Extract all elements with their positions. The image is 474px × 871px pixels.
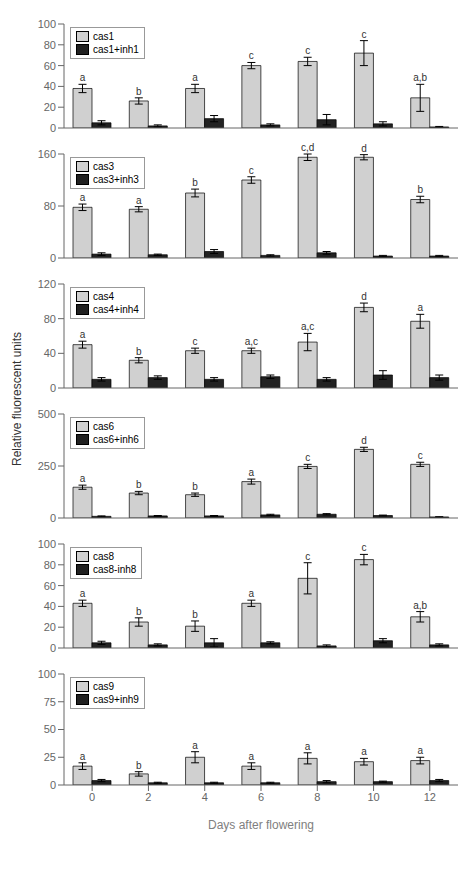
svg-text:160: 160 [38, 148, 56, 160]
svg-text:a: a [361, 746, 367, 757]
html-text:cas1+inh1: cas1+inh1 [93, 44, 139, 55]
svg-text:a,c: a,c [245, 336, 258, 347]
svg-text:b: b [136, 86, 142, 97]
svg-text:a: a [305, 741, 311, 752]
svg-text:2: 2 [145, 791, 151, 803]
svg-text:b: b [136, 479, 142, 490]
svg-text:a: a [80, 192, 86, 203]
html-text:cas9: cas9 [93, 681, 115, 692]
svg-text:c: c [249, 165, 254, 176]
svg-text:c: c [249, 50, 254, 61]
svg-text:40: 40 [44, 347, 56, 359]
svg-text:10: 10 [367, 791, 379, 803]
svg-text:0: 0 [50, 382, 56, 394]
svg-text:b: b [192, 481, 198, 492]
svg-text:0: 0 [50, 122, 56, 134]
html-text:cas8: cas8 [93, 551, 115, 562]
svg-text:20: 20 [44, 621, 56, 633]
html-text:cas3: cas3 [93, 161, 115, 172]
html-text:cas4+inh4: cas4+inh4 [93, 304, 139, 315]
svg-text:b: b [136, 606, 142, 617]
svg-text:c: c [305, 45, 310, 56]
svg-text:80: 80 [44, 39, 56, 51]
svg-text:c: c [361, 542, 366, 553]
svg-text:50: 50 [44, 723, 56, 735]
svg-text:d: d [361, 143, 367, 154]
svg-text:0: 0 [50, 512, 56, 524]
html-text:cas8-inh8: cas8-inh8 [93, 564, 137, 575]
svg-text:a: a [136, 195, 142, 206]
svg-text:500: 500 [38, 408, 56, 420]
svg-text:4: 4 [202, 791, 208, 803]
svg-text:a,c: a,c [301, 321, 314, 332]
svg-text:a: a [417, 745, 423, 756]
svg-text:a: a [249, 751, 255, 762]
svg-text:a,b: a,b [413, 72, 427, 83]
svg-text:b: b [192, 177, 198, 188]
svg-text:100: 100 [38, 668, 56, 680]
svg-text:d: d [361, 291, 367, 302]
svg-text:a: a [80, 473, 86, 484]
html-text:cas1: cas1 [93, 31, 115, 42]
svg-text:60: 60 [44, 60, 56, 72]
svg-text:80: 80 [44, 559, 56, 571]
svg-text:8: 8 [314, 791, 320, 803]
svg-text:100: 100 [38, 18, 56, 30]
svg-text:b: b [192, 609, 198, 620]
svg-text:12: 12 [424, 791, 436, 803]
svg-text:0: 0 [89, 791, 95, 803]
html-text:cas3+inh3: cas3+inh3 [93, 174, 139, 185]
html-text:cas6+inh6: cas6+inh6 [93, 434, 139, 445]
svg-text:25: 25 [44, 751, 56, 763]
svg-text:a: a [192, 72, 198, 83]
svg-text:a,b: a,b [413, 600, 427, 611]
svg-text:80: 80 [44, 200, 56, 212]
html-text:cas4: cas4 [93, 291, 115, 302]
html-text:cas6: cas6 [93, 421, 115, 432]
svg-text:a: a [80, 751, 86, 762]
svg-text:d: d [361, 435, 367, 446]
svg-text:60: 60 [44, 580, 56, 592]
svg-text:250: 250 [38, 460, 56, 472]
svg-text:6: 6 [258, 791, 264, 803]
svg-text:a: a [80, 72, 86, 83]
svg-text:b: b [136, 760, 142, 771]
svg-text:100: 100 [38, 538, 56, 550]
svg-text:b: b [417, 184, 423, 195]
svg-text:120: 120 [38, 278, 56, 290]
svg-text:b: b [136, 346, 142, 357]
html-text:Relative fluorescent units: Relative fluorescent units [10, 331, 24, 466]
svg-text:c: c [418, 450, 423, 461]
svg-text:40: 40 [44, 80, 56, 92]
svg-text:c: c [305, 452, 310, 463]
svg-text:Days after flowering: Days after flowering [208, 818, 314, 832]
svg-text:a: a [417, 302, 423, 313]
svg-text:a: a [249, 467, 255, 478]
svg-text:0: 0 [50, 779, 56, 791]
html-text:cas9+inh9: cas9+inh9 [93, 694, 139, 705]
svg-text:c,d: c,d [301, 142, 314, 153]
svg-text:40: 40 [44, 600, 56, 612]
svg-text:c: c [193, 336, 198, 347]
svg-text:a: a [80, 329, 86, 340]
svg-text:a: a [192, 740, 198, 751]
svg-text:20: 20 [44, 101, 56, 113]
svg-text:c: c [305, 551, 310, 562]
svg-text:0: 0 [50, 642, 56, 654]
svg-text:0: 0 [50, 252, 56, 264]
svg-text:75: 75 [44, 696, 56, 708]
svg-text:a: a [80, 588, 86, 599]
svg-text:80: 80 [44, 313, 56, 325]
svg-text:c: c [361, 29, 366, 40]
svg-text:a: a [249, 588, 255, 599]
